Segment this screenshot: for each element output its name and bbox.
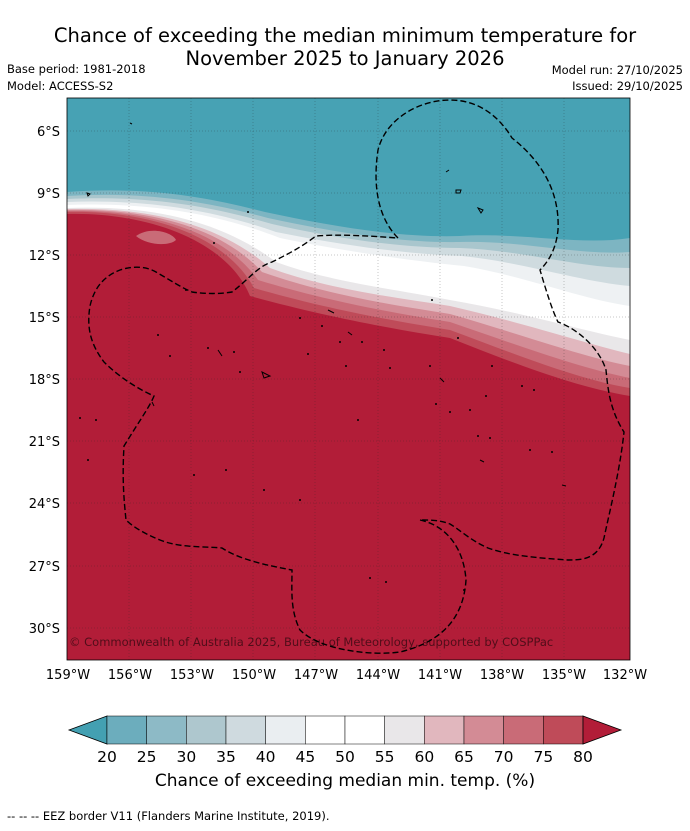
colorbar-segment xyxy=(225,715,266,745)
colorbar-tick-label: 50 xyxy=(335,748,355,766)
colorbar-segment xyxy=(344,715,385,745)
colorbar-tick-label: 60 xyxy=(414,748,434,766)
lon-label: 153°W xyxy=(170,668,214,683)
lon-label: 150°W xyxy=(232,668,276,683)
map-frame xyxy=(66,97,631,661)
lat-label: 18°S xyxy=(29,373,60,388)
base-period: Base period: 1981-2018 xyxy=(7,62,146,76)
colorbar-tick-label: 75 xyxy=(533,748,553,766)
lon-label: 138°W xyxy=(480,668,524,683)
colorbar-segment xyxy=(265,715,306,745)
colorbar-tick-label: 65 xyxy=(454,748,474,766)
lat-label: 9°S xyxy=(37,187,60,202)
lat-label: 24°S xyxy=(29,497,60,512)
colorbar-segment xyxy=(503,715,544,745)
lat-label: 30°S xyxy=(29,622,60,637)
colorbar-tick-label: 30 xyxy=(176,748,196,766)
copyright-text: © Commonwealth of Australia 2025, Bureau… xyxy=(69,635,553,649)
lon-label: 132°W xyxy=(603,668,647,683)
colorbar-arrow-high xyxy=(582,715,623,745)
graticule xyxy=(67,98,630,660)
island-dots xyxy=(79,211,553,591)
lon-label: 135°W xyxy=(542,668,586,683)
issued-date: Issued: 29/10/2025 xyxy=(572,79,683,93)
lat-label: 21°S xyxy=(29,435,60,450)
eez-footnote: -- -- -- EEZ border V11 (Flanders Marine… xyxy=(7,809,330,823)
colorbar-label: Chance of exceeding median min. temp. (%… xyxy=(154,771,536,791)
colorbar-segment xyxy=(305,715,346,745)
colorbar-tick-label: 20 xyxy=(97,748,117,766)
map-title-line2: November 2025 to January 2026 xyxy=(185,47,505,70)
lon-label: 156°W xyxy=(108,668,152,683)
colorbar-segment xyxy=(384,715,425,745)
colorbar-segment xyxy=(424,715,465,745)
latitude-axis: 6°S 9°S 12°S 15°S 18°S 21°S 24°S 27°S 30… xyxy=(29,125,60,637)
colorbar-segment xyxy=(463,715,504,745)
colorbar-tick-label: 45 xyxy=(295,748,315,766)
colorbar-tick-label: 55 xyxy=(375,748,395,766)
lon-label: 147°W xyxy=(294,668,338,683)
lat-label: 27°S xyxy=(29,560,60,575)
colorbar-segment xyxy=(146,715,187,745)
lat-label: 6°S xyxy=(37,125,60,140)
probability-field: © Commonwealth of Australia 2025, Bureau… xyxy=(67,98,630,660)
longitude-axis: 159°W 156°W 153°W 150°W 147°W 144°W 141°… xyxy=(46,668,647,683)
colorbar-segment xyxy=(543,715,584,745)
colorbar-tick-label: 35 xyxy=(216,748,236,766)
colorbar: 20 25 30 35 40 45 50 55 60 65 70 75 80 xyxy=(67,715,623,766)
lon-label: 141°W xyxy=(418,668,462,683)
model-name: Model: ACCESS-S2 xyxy=(7,79,114,93)
lon-label: 144°W xyxy=(356,668,400,683)
colorbar-segment xyxy=(106,715,147,745)
colorbar-segment xyxy=(186,715,227,745)
colorbar-tick-label: 25 xyxy=(137,748,157,766)
lat-label: 15°S xyxy=(29,311,60,326)
eez-borders xyxy=(88,99,625,654)
island-outlines xyxy=(86,122,567,487)
map-title-line1: Chance of exceeding the median minimum t… xyxy=(53,24,637,47)
colorbar-tick-label: 80 xyxy=(573,748,593,766)
colorbar-tick-label: 70 xyxy=(494,748,514,766)
colorbar-arrow-low xyxy=(67,715,108,745)
lon-label: 159°W xyxy=(46,668,90,683)
colorbar-tick-label: 40 xyxy=(256,748,276,766)
model-run: Model run: 27/10/2025 xyxy=(551,63,683,77)
lat-label: 12°S xyxy=(29,249,60,264)
